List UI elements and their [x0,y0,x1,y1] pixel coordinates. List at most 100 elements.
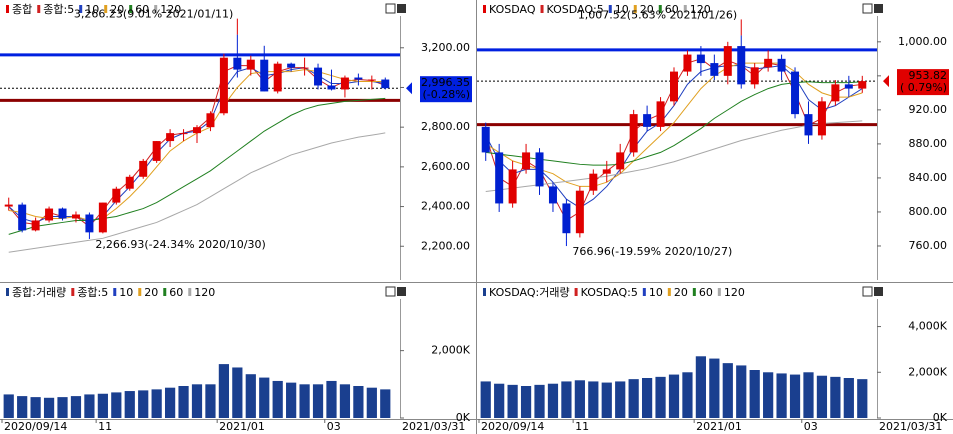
volume-bar [601,382,612,418]
candle-body [18,204,27,231]
legend-swatch [37,5,41,13]
candle-body [548,186,557,204]
volume-bar [588,381,599,418]
candle-body [831,84,840,102]
y-tick-label: 2,000K [431,344,470,357]
restore-button[interactable] [862,3,873,14]
volume-bar [682,372,693,418]
candle-body [260,59,269,92]
legend-label: KOSDAQ:5 [547,3,604,16]
candle-body [696,54,705,64]
candle-body [85,214,94,233]
volume-bar [178,386,189,418]
legend-label: 120 [690,3,711,16]
volume-bar [218,364,230,418]
candle-body [670,71,678,102]
volume-bar [547,383,559,418]
volume-bar [272,380,283,418]
volume-bar [353,386,364,418]
volume-bar [312,384,324,418]
candle-body [273,63,282,92]
volume-bar [326,380,337,418]
candle-body [31,220,40,231]
y-tick-label: 840.00 [909,171,948,184]
legend-swatch [683,5,687,13]
close-button[interactable] [397,287,406,296]
volume-bar [30,397,41,418]
candle-body [723,46,732,76]
legend-label: 20 [640,3,654,16]
y-tick-label: 920.00 [909,103,948,116]
legend-label: 10 [615,3,629,16]
annotation: 2,266.93(-24.34% 2020/10/30) [95,238,265,251]
legend-label: 20 [674,286,688,299]
candle-body [233,57,242,70]
candle-body [152,141,161,161]
legend-swatch [483,288,486,296]
moving-average [8,97,386,235]
y-tick-label: 2,600.00 [421,160,470,173]
candle-body [817,101,826,136]
close-button[interactable] [874,287,883,296]
restore-button[interactable] [862,286,873,297]
panel-header [1,1,405,16]
volume-bar [84,394,95,418]
legend-label: 120 [724,286,745,299]
y-tick-label: 0K [933,411,948,424]
x-tick-label: 03 [804,420,818,433]
x-tick-label: 11 [98,420,112,433]
restore-button[interactable] [385,3,396,14]
legend-label: 60 [665,3,679,16]
candle-body [562,203,571,234]
legend-swatch [483,5,486,13]
candle-body [219,57,228,114]
volume-bar [17,396,28,418]
legend-label: 20 [110,3,124,16]
volume-bar [655,376,666,418]
y-tick-label: 800.00 [909,205,948,218]
candle-body [125,176,134,189]
close-button[interactable] [874,4,883,13]
legend-label: 종합:거래량 [12,286,66,299]
candle-body [287,63,296,68]
legend-label: 종합 [12,3,32,16]
candle-body [616,152,625,170]
candle-body [112,188,121,203]
candle-body [535,152,544,187]
candle-body [367,79,376,81]
candle-body [246,59,255,70]
candle-body [710,63,719,76]
current-box [897,69,949,96]
legend-swatch [6,288,9,296]
volume-bar [857,379,868,418]
candle-body [206,113,215,128]
y-tick-label: 2,200.00 [421,239,470,252]
restore-button[interactable] [385,286,396,297]
legend-swatch [574,288,578,296]
legend-swatch [658,5,662,13]
volume-bar [615,381,626,418]
y-tick-label: 2,400.00 [421,200,470,213]
volume-bar [232,367,243,418]
volume-bar [534,384,545,418]
x-tick-label: 2021/01 [219,420,265,433]
legend-label: 120 [160,3,181,16]
close-button[interactable] [397,4,406,13]
legend-label: 20 [144,286,158,299]
x-tick-label: 2020/09/14 [4,420,67,433]
volume-bar [507,384,518,418]
x-end-label: 2021/03/31 [879,420,942,433]
volume-bar [816,375,828,418]
candle-body [804,114,813,136]
volume-bar [722,363,733,418]
candle-body [575,190,584,234]
legend-swatch [113,288,117,296]
moving-average [485,81,863,166]
annotation: 766.96(-19.59% 2020/10/27) [572,245,732,258]
volume-bar [57,397,68,418]
volume-bar [668,374,680,418]
legend-swatch [188,288,192,296]
volume-bar [191,384,203,418]
legend-swatch [163,288,167,296]
